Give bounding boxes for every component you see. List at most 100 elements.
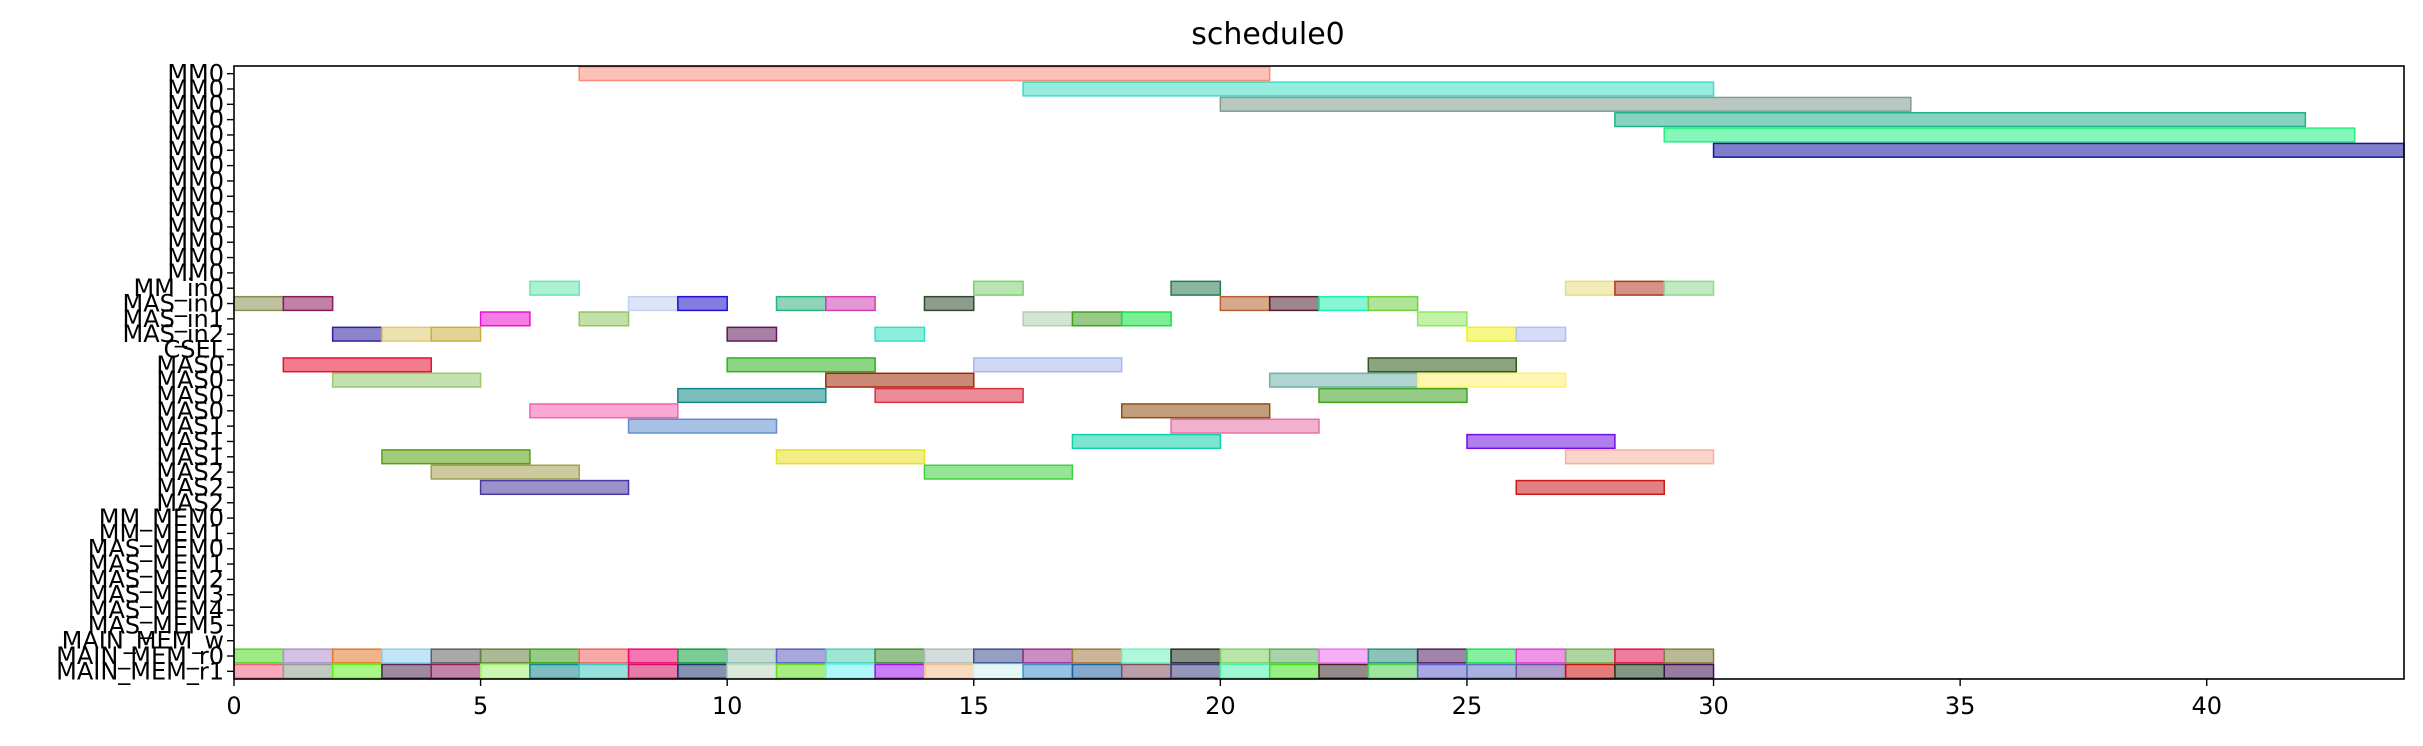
task-bar-30	[381, 326, 433, 342]
task-bar-8	[1170, 280, 1222, 296]
y-tick-label: MM_MEM1	[99, 519, 224, 547]
memory-slot-bar-r39-23	[1367, 663, 1419, 679]
task-bar-26	[1071, 311, 1123, 327]
memory-slot-bar-r39-2	[331, 663, 383, 679]
task-bar-46	[1318, 387, 1468, 404]
task-bar-10	[1614, 280, 1665, 296]
memory-slot-bar-r39-9	[677, 663, 728, 679]
memory-slot-bar-r39-4	[430, 663, 482, 679]
memory-slot-bar-r38-22	[1318, 648, 1370, 664]
task-bar-34	[1466, 326, 1518, 342]
task-bar-45	[874, 387, 1024, 404]
task-bar-57	[923, 464, 1074, 480]
task-bar-51	[1071, 433, 1222, 450]
task-bar-42	[1268, 372, 1419, 388]
memory-slot-bar-r38-8	[627, 648, 679, 664]
memory-slot-bar-r39-24	[1416, 663, 1468, 679]
task-bar-44	[677, 387, 827, 404]
memory-slot-bar-r38-19	[1170, 648, 1222, 664]
memory-slot-bar-r39-26	[1515, 663, 1567, 679]
y-tick-label: MAIN_MEM_r0	[56, 642, 224, 670]
memory-slot-bar-r38-9	[677, 648, 728, 664]
memory-slot-bar-r39-3	[381, 663, 433, 679]
y-tick-label: MAS2	[156, 473, 224, 501]
y-tick-label: MAS_in2	[122, 320, 224, 348]
memory-slot-bar-r39-22	[1318, 663, 1370, 679]
task-bar-52	[1466, 433, 1616, 450]
y-tick-label: MM0	[167, 152, 224, 180]
memory-slot-bar-r39-6	[529, 663, 580, 679]
x-tick-label: 35	[1945, 692, 1976, 720]
memory-slot-bar-r38-26	[1515, 648, 1567, 664]
memory-slot-bar-r38-15	[973, 648, 1024, 664]
y-tick-label: MAS_MEM3	[88, 581, 224, 609]
memory-slot-bar-r39-0	[233, 663, 285, 679]
y-tick-label: MAS_MEM4	[88, 596, 224, 624]
x-tick-label: 25	[1452, 692, 1483, 720]
y-tick-label: MM0	[167, 244, 224, 272]
task-bar-7	[973, 280, 1024, 296]
y-tick-label: MAS1	[156, 427, 224, 455]
y-tick-label: MM0	[167, 198, 224, 226]
memory-slot-bar-r39-29	[1663, 663, 1715, 679]
y-tick-label: MAS_MEM0	[88, 535, 224, 563]
task-bar-40	[331, 372, 482, 388]
task-bar-6	[529, 280, 580, 296]
memory-slot-bar-r39-28	[1614, 663, 1665, 679]
memory-slot-bar-r38-20	[1219, 648, 1271, 664]
memory-slot-bar-r39-21	[1268, 663, 1320, 679]
memory-slot-bar-r38-14	[923, 648, 975, 664]
memory-slot-bar-r39-18	[1120, 663, 1172, 679]
y-tick-label: MM0	[167, 121, 224, 149]
task-bar-55	[1564, 449, 1715, 465]
task-bar-31	[430, 326, 482, 342]
memory-slot-bar-r38-21	[1268, 648, 1320, 664]
y-tick-label: MM0	[167, 90, 224, 118]
task-bar-32	[726, 326, 778, 342]
task-bar-37	[726, 357, 876, 373]
memory-slot-bar-r38-10	[726, 648, 778, 664]
x-axis-ticks: 0 5 10 15 20 25 30 35 40	[226, 679, 2222, 720]
task-bar-41	[825, 372, 975, 388]
x-tick-label: 15	[958, 692, 989, 720]
task-bar-43	[1416, 372, 1567, 388]
memory-slot-bar-r38-28	[1614, 648, 1665, 664]
memory-slot-bar-r38-7	[578, 648, 630, 664]
task-bar-50	[1170, 418, 1320, 434]
memory-slot-bar-r39-7	[578, 663, 630, 679]
task-bar-14	[627, 295, 679, 312]
memory-slot-bar-r39-25	[1466, 663, 1518, 679]
memory-slot-bar-r39-5	[479, 663, 531, 679]
memory-slot-bar-r38-23	[1367, 648, 1419, 664]
memory-slot-bar-r39-10	[726, 663, 778, 679]
y-tick-label: MAS_in1	[122, 305, 224, 333]
task-bar-33	[874, 326, 926, 342]
y-tick-label: MM0	[167, 136, 224, 164]
chart-title: schedule0	[1191, 17, 1345, 52]
memory-slot-bar-r38-24	[1416, 648, 1468, 664]
memory-slot-bar-r38-2	[331, 648, 383, 664]
x-tick-label: 20	[1205, 692, 1236, 720]
memory-slot-bar-r38-5	[479, 648, 531, 664]
x-tick-label: 30	[1698, 692, 1729, 720]
memory-slot-bar-r38-4	[430, 648, 482, 664]
y-tick-label: MM0	[167, 213, 224, 241]
y-tick-label: MM_MEM0	[99, 504, 224, 532]
task-bar-59	[1515, 479, 1665, 496]
memory-slot-bar-r38-3	[381, 648, 433, 664]
y-tick-label: MM0	[167, 228, 224, 256]
memory-slot-bar-r38-6	[529, 648, 580, 664]
memory-slot-bar-r38-16	[1022, 648, 1074, 664]
memory-slot-bar-r39-20	[1219, 663, 1271, 679]
memory-slot-bar-r39-8	[627, 663, 679, 679]
memory-slot-bar-r38-17	[1071, 648, 1123, 664]
y-axis-ticks: MM0MM0MM0MM0MM0MM0MM0MM0MM0MM0MM0MM0MM0M…	[56, 60, 234, 685]
task-bar-20	[1268, 295, 1320, 312]
task-bar-15	[677, 295, 728, 312]
task-bar-19	[1219, 295, 1271, 312]
task-bar-56	[430, 464, 580, 480]
memory-slot-bar-r39-17	[1071, 663, 1123, 679]
task-bar-48	[1120, 403, 1271, 419]
y-tick-label: CSEL	[163, 336, 224, 364]
